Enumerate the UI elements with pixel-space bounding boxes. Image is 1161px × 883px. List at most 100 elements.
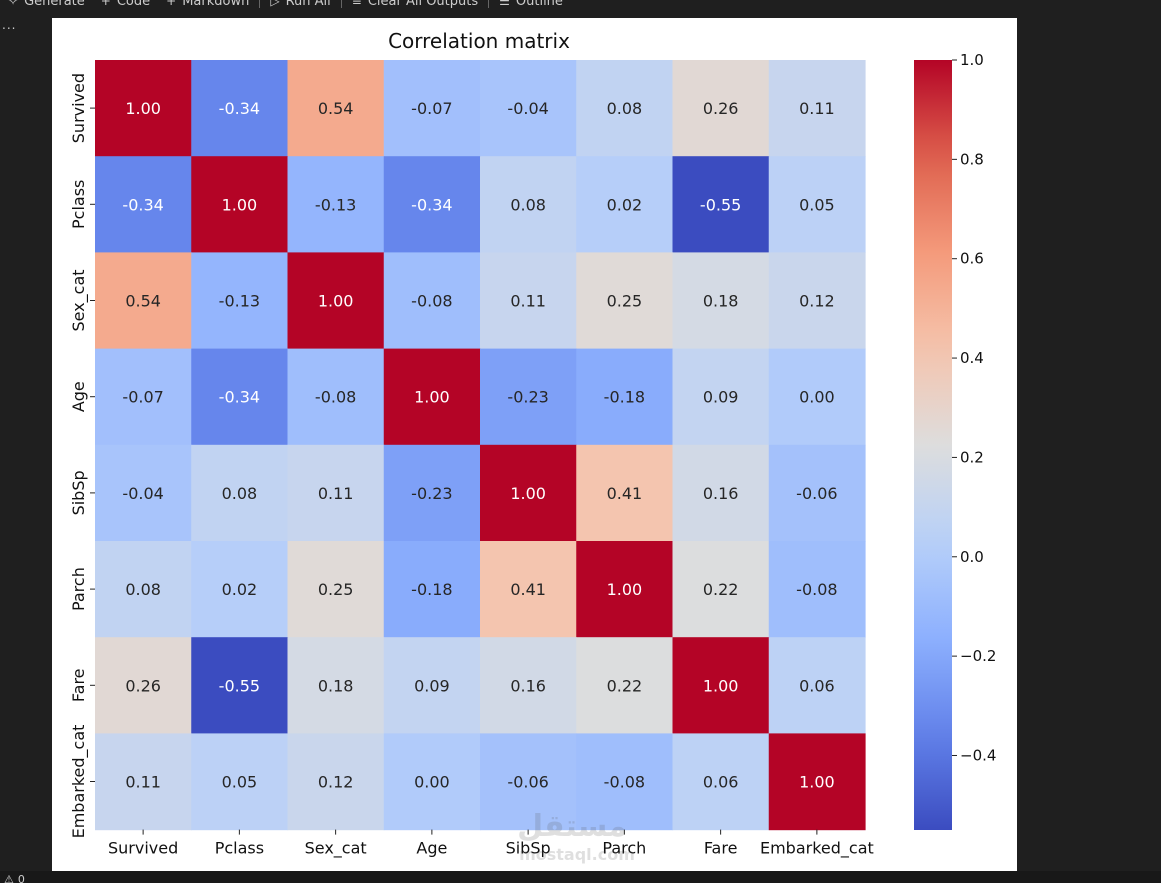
y-tick-label: SibSp <box>69 470 88 515</box>
cell-value-label: 0.18 <box>318 676 354 695</box>
heatmap-cell <box>191 60 289 157</box>
x-tick-label: Fare <box>704 839 738 858</box>
heatmap-cell <box>480 348 577 446</box>
x-tick-label: Survived <box>108 839 178 858</box>
colorbar-tick-label: 0.6 <box>960 250 984 268</box>
x-tick-label: SibSp <box>506 839 551 858</box>
heatmap-cell <box>191 348 289 446</box>
outline-icon: ☰ <box>499 0 510 8</box>
cell-value-label: -0.07 <box>122 388 163 407</box>
heatmap-cell <box>768 733 866 831</box>
heatmap-cell <box>287 156 385 253</box>
cell-value-label: -0.08 <box>796 580 837 599</box>
y-tick-label: Parch <box>69 567 88 611</box>
cell-value-label: 0.25 <box>607 292 643 311</box>
cell-value-label: 0.00 <box>799 388 835 407</box>
colorbar-tick-label: 1.0 <box>960 51 984 69</box>
cell-value-label: 1.00 <box>125 99 161 118</box>
plus-icon: + <box>100 0 111 8</box>
cell-value-label: 0.08 <box>510 195 546 214</box>
heatmap-cell <box>576 444 674 542</box>
cell-value-label: -0.07 <box>411 99 452 118</box>
cell-value-label: -0.13 <box>219 292 260 311</box>
toolbar-separator <box>488 0 490 8</box>
cell-value-label: 0.06 <box>799 676 835 695</box>
heatmap-cell <box>672 60 770 157</box>
correlation-heatmap: 1.00 -0.34 0.54 -0.07 -0.04 0.08 0.26 0.11 -0.34… <box>69 29 996 864</box>
watermark-text: مستقل <box>517 809 627 844</box>
y-tick-label: Age <box>69 381 88 412</box>
heatmap-cell <box>768 252 866 350</box>
toolbar-run-all-button[interactable]: ▷ Run All <box>262 0 338 11</box>
cell-value-label: 0.11 <box>125 773 161 792</box>
toolbar-outline-button[interactable]: ☰ Outline <box>491 0 571 11</box>
toolbar-button-label: Clear All Outputs <box>367 0 479 9</box>
heatmap-cell <box>191 733 289 831</box>
toolbar-markdown-button[interactable]: + Markdown <box>158 0 257 11</box>
cell-value-label: 0.02 <box>607 195 643 214</box>
cell-value-label: 0.09 <box>703 388 739 407</box>
toolbar-code-button[interactable]: + Code <box>93 0 158 11</box>
heatmap-cell <box>95 156 192 253</box>
plus-icon: + <box>166 0 177 8</box>
heatmap-cell <box>672 252 770 350</box>
y-tick-label: Survived <box>69 73 88 143</box>
heatmap-cell <box>191 252 289 350</box>
cell-value-label: -0.08 <box>315 388 356 407</box>
heatmap-cell <box>480 156 577 253</box>
heatmap-cell <box>95 733 192 831</box>
cell-value-label: 0.26 <box>125 676 161 695</box>
cell-value-label: -0.34 <box>122 195 163 214</box>
colorbar-tick-label: −0.4 <box>960 746 996 764</box>
cell-value-label: -0.55 <box>219 676 260 695</box>
heatmap-cell <box>576 348 674 446</box>
cell-value-label: -0.18 <box>604 388 645 407</box>
cell-value-label: 0.05 <box>799 195 835 214</box>
heatmap-cell <box>576 541 674 638</box>
heatmap-cell <box>287 60 385 157</box>
heatmap-cell <box>576 252 674 350</box>
colorbar-tick-label: 0.8 <box>960 150 984 168</box>
heatmap-cell <box>383 252 481 350</box>
cell-value-label: 0.18 <box>703 292 739 311</box>
cell-value-label: 0.08 <box>125 580 161 599</box>
toolbar-clear-all-outputs-button[interactable]: ≡ Clear All Outputs <box>344 0 486 11</box>
heatmap-cell <box>480 444 577 542</box>
heatmap-cell <box>95 637 192 734</box>
heatmap-cell <box>768 348 866 446</box>
cell-value-label: 0.11 <box>318 484 354 503</box>
heatmap-cell <box>191 444 289 542</box>
cell-value-label: 0.05 <box>222 773 258 792</box>
cell-value-label: -0.55 <box>700 195 741 214</box>
cell-value-label: 0.25 <box>318 580 354 599</box>
cell-value-label: 0.06 <box>703 773 739 792</box>
cell-value-label: 0.26 <box>703 99 739 118</box>
y-tick-label: Sex_cat <box>69 269 89 331</box>
y-tick-label: Fare <box>69 668 88 702</box>
heatmap-cell <box>383 541 481 638</box>
cell-value-label: 1.00 <box>318 292 354 311</box>
x-tick-label: Pclass <box>215 839 264 858</box>
cell-value-label: 0.41 <box>607 484 643 503</box>
heatmap-cell <box>95 252 192 350</box>
warning-count[interactable]: 0 <box>17 873 25 883</box>
cell-value-label: 0.22 <box>607 676 643 695</box>
cell-value-label: 0.08 <box>607 99 643 118</box>
cell-value-label: 0.16 <box>510 676 546 695</box>
clear-outputs-icon: ≡ <box>351 0 362 8</box>
y-tick-label: Embarked_cat <box>69 725 89 839</box>
heatmap-cell <box>768 541 866 638</box>
x-tick-label: Parch <box>602 839 646 858</box>
heatmap-cell <box>576 733 674 831</box>
heatmap-cell <box>480 60 577 157</box>
cell-value-label: 0.54 <box>318 99 354 118</box>
toolbar-generate-button[interactable]: ✧ Generate <box>0 0 93 11</box>
heatmap-cell <box>383 733 481 831</box>
sparkle-icon: ✧ <box>8 0 19 8</box>
cell-value-label: -0.23 <box>411 484 452 503</box>
heatmap-cell <box>287 348 385 446</box>
cell-more-actions[interactable]: ... <box>2 18 17 32</box>
heatmap-cell <box>287 541 385 638</box>
colorbar-tick-label: −0.2 <box>960 647 996 665</box>
warning-icon[interactable]: ⚠ <box>4 873 14 883</box>
